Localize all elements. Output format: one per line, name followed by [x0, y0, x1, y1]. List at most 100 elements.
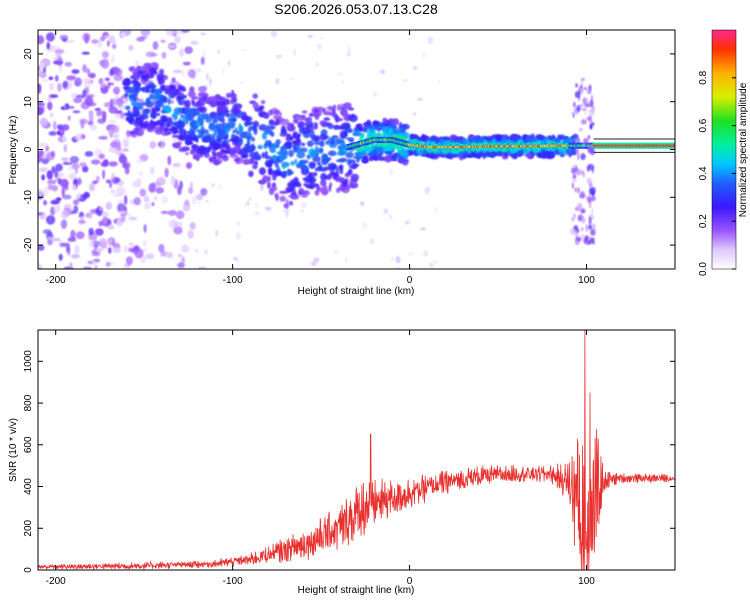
spectrogram-blob — [327, 123, 334, 129]
spectrogram-blob — [149, 67, 156, 73]
spectrogram-blob — [201, 138, 210, 143]
spectrogram-blob — [217, 105, 226, 113]
spectrogram-blob — [82, 266, 92, 269]
spectrogram-blob — [189, 222, 196, 230]
spectrogram-blob — [238, 123, 243, 132]
spectrogram-blob — [591, 110, 595, 116]
snr-y-tick-label: 800 — [23, 394, 34, 411]
spectrogram-blob — [113, 86, 120, 95]
spectrogram-blob — [135, 116, 140, 121]
spectrogram-blob — [440, 138, 444, 146]
spectrogram-blob — [128, 242, 134, 247]
spectrogram-blob — [123, 139, 129, 148]
spectrogram-blob — [338, 139, 345, 144]
spectrogram-blob — [400, 149, 409, 157]
spectrogram-blob — [362, 122, 371, 126]
spectrogram-blob — [38, 35, 45, 45]
spectrogram-blob — [90, 159, 101, 165]
spectrogram-blob — [56, 56, 63, 67]
spectrogram-blob — [392, 153, 397, 161]
spectrogram-blob — [196, 202, 200, 205]
spectrogram-blob — [296, 151, 306, 159]
spectrogram-blob — [108, 161, 118, 167]
spectrogram-blob — [334, 125, 340, 129]
colorbar-gradient — [711, 29, 737, 270]
spectrogram-blob — [150, 112, 157, 119]
spectrogram-blob — [575, 148, 580, 156]
spectrogram-blob — [388, 151, 392, 157]
spectrogram-blob — [382, 126, 387, 135]
spectrogram-blob — [43, 200, 47, 206]
spectrogram-blob — [312, 156, 321, 163]
spectrogram-blob — [348, 107, 355, 111]
spectrogram-blob — [195, 153, 200, 162]
spectrogram-blob — [339, 134, 347, 140]
spectrogram-blob — [161, 138, 166, 142]
spectrogram-blob — [80, 119, 85, 129]
spectrogram-blob — [166, 251, 174, 259]
spectrogram-blob — [582, 143, 585, 147]
spectrogram-blob — [188, 187, 194, 194]
spectrogram-blob — [174, 35, 181, 44]
spectrogram-blob — [467, 149, 472, 155]
spectrogram-blob — [318, 148, 324, 154]
snr-x-tick-label: 0 — [407, 576, 413, 587]
spectrogram-blob — [99, 205, 104, 212]
snr-y-tick-label: 200 — [23, 519, 34, 536]
spectrogram-blob — [303, 165, 309, 171]
spectrogram-blob — [334, 117, 344, 122]
spectrogram-blob — [129, 130, 137, 135]
spectrogram-blob — [576, 203, 583, 211]
spectrogram-blob — [197, 266, 207, 269]
spectrogram-blob — [217, 184, 222, 190]
spectrogram-blob — [347, 45, 352, 54]
spectrogram-blob — [42, 187, 49, 195]
spectrogram-blob — [122, 163, 129, 168]
spectrogram-blob — [395, 146, 405, 150]
spectrogram-blob — [50, 150, 56, 158]
spectrogram-blob — [149, 93, 156, 99]
spectrogram-blob — [584, 236, 589, 242]
spectrogram-blob — [105, 261, 111, 267]
spectrogram-blob — [391, 256, 394, 261]
spectrogram-blob — [345, 256, 348, 265]
spectrogram-blob — [74, 77, 82, 87]
colorbar-ticks: 0.0 0.2 0.4 0.6 0.8 — [698, 70, 736, 276]
spectrogram-blob — [94, 228, 104, 236]
spectrogram-blob — [108, 106, 118, 114]
spectrogram-blob — [209, 157, 213, 163]
spectrogram-blob — [211, 183, 215, 187]
spectrogram-blob — [204, 153, 210, 158]
spectrogram-blob — [314, 167, 324, 172]
spectrogram-blob — [138, 171, 143, 176]
spectrogram-blob — [294, 138, 302, 146]
spectrogram-blob — [280, 146, 285, 151]
spectrogram-blob — [45, 32, 55, 42]
spectrogram-blob — [82, 165, 89, 173]
spectrogram-blob — [417, 97, 423, 101]
spectrogram-blob — [46, 236, 56, 241]
snr-y-tick-label: 0 — [23, 567, 34, 573]
spectrogram-blob — [178, 85, 186, 92]
spectrogram-blob — [117, 203, 126, 214]
spectrogram-blob — [272, 172, 277, 181]
spectrogram-blob — [586, 177, 592, 184]
spectrogram-blob — [346, 137, 350, 141]
spectrogram-blob — [164, 106, 172, 114]
spectrogram-blob — [94, 265, 98, 269]
spectrogram-blob — [363, 158, 369, 163]
spectrogram-blob — [287, 123, 291, 129]
spectrogram-blob — [194, 249, 199, 253]
spectrogram-blob — [102, 169, 106, 180]
spectrogram-blob — [506, 139, 512, 144]
spectrogram-blob — [319, 120, 328, 126]
spectrogram-blob — [590, 195, 596, 202]
spectrogram-blob — [194, 146, 201, 154]
spectrogram-blob — [352, 129, 361, 136]
spectrogram-blob — [61, 124, 70, 131]
spectrogram-blob — [46, 170, 53, 180]
spectrogram-blob — [309, 163, 315, 169]
spectrogram-blob — [297, 120, 305, 128]
spectrogram-blob — [202, 50, 206, 57]
spectrogram-blob — [332, 104, 337, 110]
